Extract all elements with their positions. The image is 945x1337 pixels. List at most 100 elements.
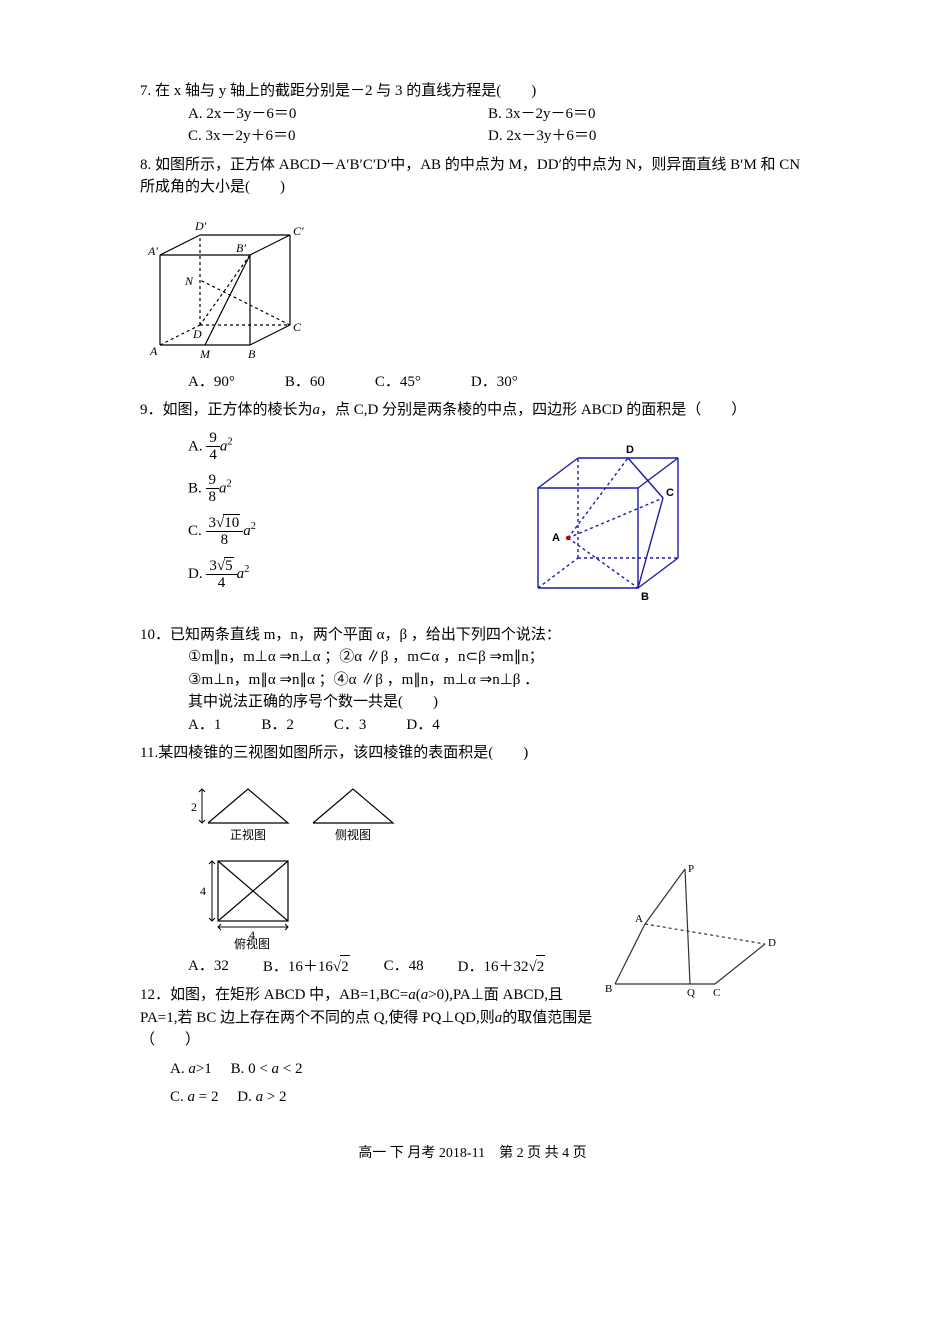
q12-b-label: B. bbox=[231, 1061, 245, 1077]
q11-option-c: C．48 bbox=[384, 955, 424, 979]
q9-c-label: C. bbox=[188, 522, 202, 538]
q8-option-a: A．90° bbox=[188, 371, 235, 394]
question-9: 9．如图，正方体的棱长为a，点 C,D 分别是两条棱的中点，四边形 ABCD 的… bbox=[140, 399, 805, 618]
q12-a1: a bbox=[408, 987, 416, 1003]
q9-option-a: A. 94a2 bbox=[188, 430, 508, 464]
question-8: 8. 如图所示，正方体 ABCD－A′B′C′D′中，AB 的中点为 M，DD′… bbox=[140, 154, 805, 394]
q12-lc: C bbox=[713, 987, 720, 999]
q12-stem: 12．如图，在矩形 ABCD 中，AB=1,BC=a(a>0),PA⊥面 ABC… bbox=[140, 984, 595, 1052]
q10-s1: ①m∥n，m⊥α ⇒n⊥α ；②α ∥β ，m⊂α ，n⊂β ⇒m∥n； bbox=[140, 646, 805, 669]
front-view-label: 正视图 bbox=[230, 827, 266, 842]
q9-option-b: B. 98a2 bbox=[188, 472, 508, 506]
q9-label-b: B bbox=[641, 591, 649, 603]
q11-b-sqrt: 2 bbox=[340, 955, 350, 979]
q12-la: A bbox=[635, 913, 643, 925]
label-D: D bbox=[192, 327, 202, 341]
label-C: C bbox=[293, 320, 302, 334]
q12-d-tail: > 2 bbox=[263, 1089, 286, 1105]
question-12: 12．如图，在矩形 ABCD 中，AB=1,BC=a(a>0),PA⊥面 ABC… bbox=[140, 984, 805, 1109]
page-footer: 高一 下 月考 2018-11 第 2 页 共 4 页 bbox=[140, 1143, 805, 1164]
q12-lp: P bbox=[688, 864, 694, 875]
q8-option-c: C．45° bbox=[375, 371, 421, 394]
q9-option-c: C. 3108a2 bbox=[188, 514, 508, 549]
q9-stem-mid: ，点 C,D 分别是两条棱的中点，四边形 ABCD 的面积是（ ） bbox=[320, 402, 746, 418]
label-Dp: D′ bbox=[194, 219, 207, 233]
label-M: M bbox=[199, 347, 211, 361]
q10-option-b: B．2 bbox=[261, 714, 294, 737]
q7-options-row1: A. 2x－3y－6＝0 B. 3x－2y－6＝0 bbox=[140, 103, 805, 126]
q9-b-label: B. bbox=[188, 480, 202, 496]
q9-figure: A B C D bbox=[508, 422, 805, 618]
q9-label-d: D bbox=[626, 444, 634, 456]
label-Ap: A′ bbox=[147, 244, 158, 258]
q12-a-expr: a bbox=[188, 1061, 196, 1077]
dim-2: 2 bbox=[191, 800, 197, 814]
q10-stem: 10．已知两条直线 m，n，两个平面 α，β ，给出下列四个说法： bbox=[140, 624, 805, 647]
q12-a-label: A. bbox=[170, 1061, 185, 1077]
cube-diagram-icon: A B C D A′ B′ C′ D′ M N bbox=[140, 205, 310, 365]
q10-options: A．1 B．2 C．3 D．4 bbox=[140, 714, 805, 737]
q12-stem-prefix: 12．如图，在矩形 ABCD 中，AB=1,BC= bbox=[140, 987, 408, 1003]
q12-b-expr: 0 < bbox=[248, 1061, 271, 1077]
q11-d-text: D．16＋32 bbox=[458, 959, 529, 975]
q11-option-a: A．32 bbox=[188, 955, 229, 979]
q9-var: a bbox=[313, 402, 321, 418]
q8-options: A．90° B．60 C．45° D．30° bbox=[140, 371, 805, 394]
q12-c-label: C. bbox=[170, 1089, 184, 1105]
q8-option-b: B．60 bbox=[285, 371, 325, 394]
q8-option-d: D．30° bbox=[471, 371, 518, 394]
q10-s2: ③m⊥n，m∥α ⇒n∥α ；④α ∥β ，m∥n，m⊥α ⇒n⊥β ． bbox=[140, 669, 805, 692]
q7-options-row2: C. 3x－2y＋6＝0 D. 2x－3y＋6＝0 bbox=[140, 125, 805, 148]
q12-lb: B bbox=[605, 983, 612, 995]
q12-lq: Q bbox=[687, 987, 695, 999]
q12-d-a: a bbox=[256, 1089, 264, 1105]
q9-option-d: D. 354a2 bbox=[188, 557, 508, 592]
q12-row: 12．如图，在矩形 ABCD 中，AB=1,BC=a(a>0),PA⊥面 ABC… bbox=[140, 984, 805, 1109]
q9-options: A. 94a2 B. 98a2 C. 3108a2 D. 354a2 bbox=[140, 422, 508, 600]
q12-b-tail: < 2 bbox=[279, 1061, 302, 1077]
q9-label-a: A bbox=[552, 532, 560, 544]
label-A: A bbox=[149, 344, 158, 358]
label-N: N bbox=[184, 274, 194, 288]
q10-s3: 其中说法正确的序号个数一共是( ) bbox=[140, 691, 805, 714]
pyramid-rect-icon: P A B C D Q bbox=[595, 864, 795, 1004]
q11-option-b: B．16＋16 2 bbox=[263, 955, 350, 979]
q7-option-d: D. 2x－3y＋6＝0 bbox=[488, 125, 788, 148]
q11-option-d: D．16＋32 2 bbox=[458, 955, 546, 979]
q12-d-label: D. bbox=[237, 1089, 252, 1105]
q11-stem: 11.某四棱锥的三视图如图所示，该四棱锥的表面积是( ) bbox=[140, 742, 805, 765]
q12-gt0: >0 bbox=[428, 987, 444, 1003]
q7-option-c: C. 3x－2y＋6＝0 bbox=[188, 125, 488, 148]
three-view-icon: 2 4 4 正视图 侧视图 bbox=[188, 771, 418, 941]
q9-label-c: C bbox=[666, 487, 674, 499]
q12-ld: D bbox=[768, 937, 776, 949]
q9-a-label: A. bbox=[188, 438, 203, 454]
q12-a-tail: >1 bbox=[196, 1061, 212, 1077]
q8-stem: 8. 如图所示，正方体 ABCD－A′B′C′D′中，AB 的中点为 M，DD′… bbox=[140, 154, 805, 199]
q9-stem: 9．如图，正方体的棱长为a，点 C,D 分别是两条棱的中点，四边形 ABCD 的… bbox=[140, 399, 805, 422]
q7-stem: 7. 在 x 轴与 y 轴上的截距分别是－2 与 3 的直线方程是( ) bbox=[140, 80, 805, 103]
cube-abcd-icon: A B C D bbox=[508, 428, 698, 618]
q7-option-b: B. 3x－2y－6＝0 bbox=[488, 103, 788, 126]
label-Cp: C′ bbox=[293, 224, 304, 238]
q7-option-a: A. 2x－3y－6＝0 bbox=[188, 103, 488, 126]
dim-4v: 4 bbox=[200, 884, 206, 898]
q9-body: A. 94a2 B. 98a2 C. 3108a2 D. 354a2 bbox=[140, 422, 805, 618]
q9-stem-prefix: 9．如图，正方体的棱长为 bbox=[140, 402, 313, 418]
q10-option-d: D．4 bbox=[406, 714, 439, 737]
q9-d-label: D. bbox=[188, 565, 203, 581]
q8-figure: A B C D A′ B′ C′ D′ M N bbox=[140, 205, 805, 365]
question-7: 7. 在 x 轴与 y 轴上的截距分别是－2 与 3 的直线方程是( ) A. … bbox=[140, 80, 805, 148]
q12-opt-row1: A. a>1 B. 0 < a < 2 bbox=[170, 1058, 595, 1081]
question-10: 10．已知两条直线 m，n，两个平面 α，β ，给出下列四个说法： ①m∥n，m… bbox=[140, 624, 805, 737]
q12-b-a: a bbox=[272, 1061, 280, 1077]
q10-option-a: A．1 bbox=[188, 714, 221, 737]
side-view-label: 侧视图 bbox=[335, 827, 371, 842]
q12-options: A. a>1 B. 0 < a < 2 C. a = 2 D. a > 2 bbox=[140, 1058, 595, 1109]
q11-d-sqrt: 2 bbox=[536, 955, 546, 979]
q12-opt-row2: C. a = 2 D. a > 2 bbox=[170, 1086, 595, 1109]
q12-c-a: a bbox=[188, 1089, 196, 1105]
q11-b-text: B．16＋16 bbox=[263, 959, 333, 975]
label-B: B bbox=[248, 347, 256, 361]
label-Bp: B′ bbox=[236, 241, 246, 255]
